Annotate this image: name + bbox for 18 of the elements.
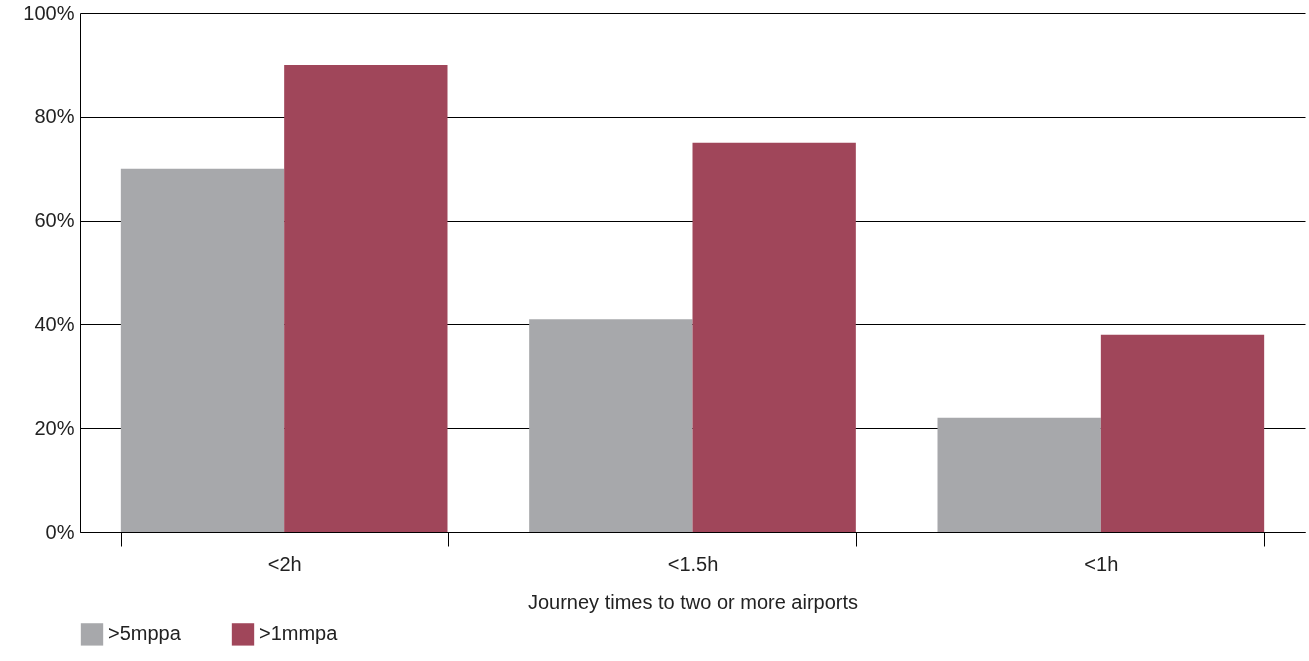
bar — [937, 417, 1101, 532]
x-tick-label: <2h — [267, 552, 302, 575]
y-tick-label: 0% — [45, 520, 75, 543]
legend-label: >5mppa — [108, 622, 182, 645]
y-tick-label: 20% — [34, 416, 75, 439]
y-tick-label: 100% — [23, 1, 75, 24]
legend-label: >1mmpa — [259, 622, 339, 645]
bar — [529, 319, 693, 532]
y-tick-label: 40% — [34, 312, 75, 335]
y-tick-label: 60% — [34, 209, 75, 232]
x-tick-label: <1h — [1084, 552, 1119, 575]
bar — [692, 142, 856, 532]
bar — [1100, 334, 1265, 532]
bar — [284, 64, 448, 532]
bar — [120, 168, 285, 532]
y-tick-label: 80% — [34, 105, 75, 128]
x-axis-title: Journey times to two or more airports — [527, 590, 859, 613]
x-tick-label: <1.5h — [667, 552, 719, 575]
